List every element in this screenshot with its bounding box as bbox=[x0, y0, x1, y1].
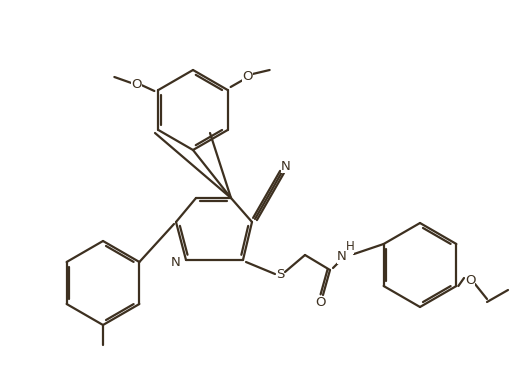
Text: S: S bbox=[276, 267, 284, 281]
Text: O: O bbox=[315, 296, 325, 310]
Text: O: O bbox=[465, 274, 475, 286]
Text: N: N bbox=[281, 159, 291, 173]
Text: O: O bbox=[131, 79, 141, 91]
Text: O: O bbox=[243, 70, 253, 82]
Text: N: N bbox=[171, 255, 181, 269]
Text: N: N bbox=[337, 250, 347, 264]
Text: H: H bbox=[346, 240, 354, 253]
